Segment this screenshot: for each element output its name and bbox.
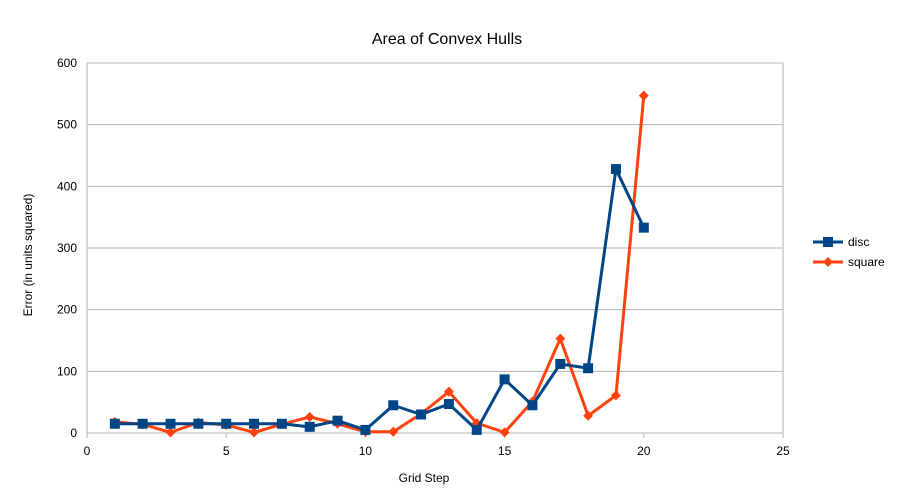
data-point-disc [388, 400, 399, 411]
data-point-disc [193, 418, 204, 429]
y-axis-label: Error (in units squared) [21, 194, 35, 317]
data-point-disc [638, 222, 649, 233]
data-point-disc [165, 418, 176, 429]
data-point-disc [583, 363, 594, 374]
data-point-square [443, 386, 454, 397]
x-tick-label: 5 [223, 444, 230, 458]
data-point-square [304, 411, 315, 422]
series-line-disc [114, 167, 646, 432]
y-tick-label: 300 [57, 241, 77, 255]
legend-label: disc [848, 235, 869, 249]
y-tick-label: 400 [57, 179, 77, 193]
x-tick-label: 20 [637, 444, 651, 458]
data-point-square [499, 427, 510, 438]
y-tick-label: 0 [70, 426, 77, 440]
x-axis-label: Grid Step [399, 471, 450, 485]
y-tick-label: 500 [57, 118, 77, 132]
x-tick-label: 15 [498, 444, 512, 458]
x-tick-label: 10 [359, 444, 373, 458]
legend-marker [823, 237, 833, 247]
series-square [109, 90, 649, 438]
y-tick-label: 200 [57, 303, 77, 317]
data-point-disc [443, 399, 454, 410]
data-point-disc [304, 421, 315, 432]
data-point-square [610, 390, 621, 401]
data-point-disc [276, 418, 287, 429]
axes [86, 63, 784, 438]
legend-label: square [848, 255, 885, 269]
data-point-square [638, 90, 649, 101]
data-point-disc [249, 418, 260, 429]
legend-marker [823, 257, 833, 267]
legend: disc square [813, 235, 885, 269]
data-point-disc [416, 409, 427, 420]
data-point-disc [471, 424, 482, 435]
data-point-square [388, 426, 399, 437]
grid-lines [87, 62, 783, 372]
y-tick-label: 100 [57, 364, 77, 378]
tick-labels: 0 100 200 300 400 500 600 0 5 10 15 20 25 [57, 56, 790, 458]
data-point-square [583, 410, 594, 421]
data-point-disc [221, 418, 232, 429]
data-point-disc [109, 418, 120, 429]
x-tick-label: 0 [84, 444, 91, 458]
series-disc [109, 164, 649, 435]
data-point-disc [555, 358, 566, 369]
legend-item-square: square [813, 255, 885, 269]
series-line-square [114, 95, 646, 434]
data-point-disc [332, 415, 343, 426]
data-point-disc [360, 424, 371, 435]
series-group [109, 90, 649, 438]
data-point-square [165, 427, 176, 438]
data-point-disc [137, 418, 148, 429]
data-point-square [555, 333, 566, 344]
data-point-disc [499, 374, 510, 385]
data-point-disc [610, 164, 621, 175]
legend-item-disc: disc [813, 235, 869, 249]
x-tick-label: 25 [776, 444, 790, 458]
data-point-square [249, 427, 260, 438]
chart-title: Area of Convex Hulls [372, 31, 522, 48]
data-point-disc [527, 400, 538, 411]
y-tick-label: 600 [57, 56, 77, 70]
